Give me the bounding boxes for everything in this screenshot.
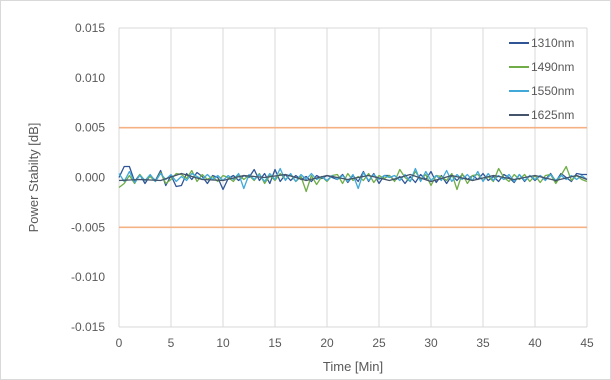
- x-tick-label: 25: [372, 336, 386, 350]
- y-axis-ticks: 0.015 0.010 0.005 0.000 -0.005 -0.010 -0.015: [71, 21, 105, 334]
- series-line-1625nm: [118, 172, 588, 183]
- x-tick-label: 35: [476, 336, 490, 350]
- y-tick-label: 0.010: [75, 71, 105, 85]
- y-tick-label: 0.015: [75, 21, 105, 35]
- x-tick-label: 40: [528, 336, 542, 350]
- x-tick-label: 0: [116, 336, 123, 350]
- x-tick-label: 45: [580, 336, 594, 350]
- x-tick-label: 30: [424, 336, 438, 350]
- x-tick-label: 20: [320, 336, 334, 350]
- series-line-1490nm: [118, 165, 588, 193]
- x-tick-label: 5: [168, 336, 175, 350]
- series-line-1550nm: [118, 167, 588, 190]
- x-axis-ticks: 0 5 10 15 20 25 30 35 40 45: [116, 336, 594, 350]
- y-tick-label: -0.015: [71, 320, 105, 334]
- reference-lines: [119, 126, 587, 229]
- y-tick-label: -0.005: [71, 220, 105, 234]
- y-tick-label: -0.010: [71, 270, 105, 284]
- x-tick-label: 15: [268, 336, 282, 350]
- y-axis-title: Power Stabilty [dB]: [26, 123, 41, 233]
- x-tick-label: 10: [216, 336, 230, 350]
- legend-label-1625nm: 1625nm: [531, 108, 574, 122]
- legend-label-1490nm: 1490nm: [531, 60, 574, 74]
- y-tick-label: 0.000: [75, 171, 105, 185]
- x-axis-title: Time [Min]: [323, 359, 383, 374]
- legend-label-1310nm: 1310nm: [531, 36, 574, 50]
- y-tick-label: 0.005: [75, 121, 105, 135]
- legend-label-1550nm: 1550nm: [531, 84, 574, 98]
- legend: 1310nm 1490nm 1550nm 1625nm: [509, 36, 574, 122]
- series-lines: [118, 165, 588, 193]
